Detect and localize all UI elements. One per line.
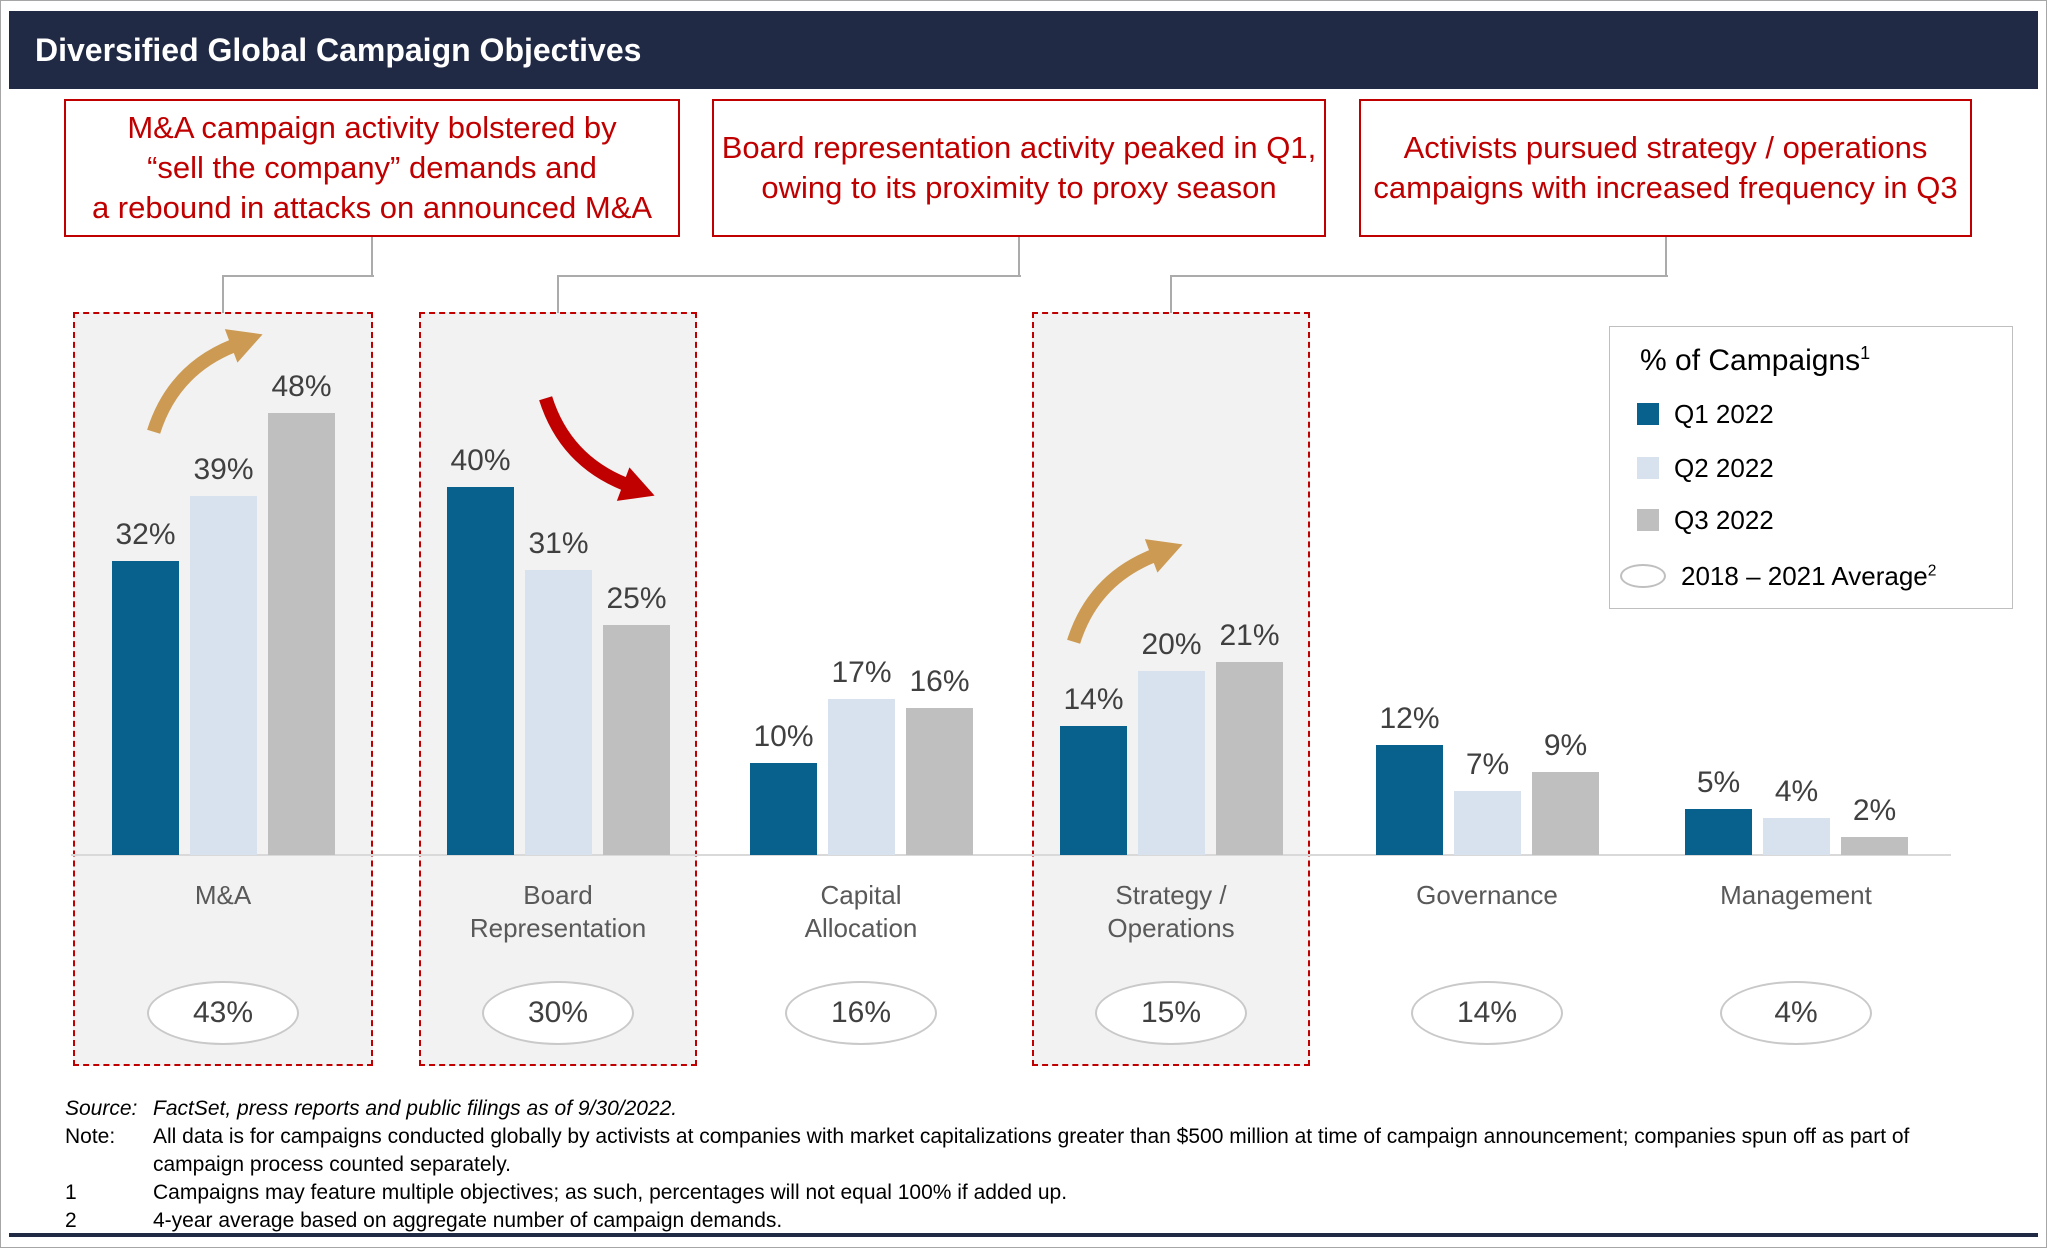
average-oval: 4% bbox=[1720, 981, 1872, 1045]
connector-line bbox=[222, 275, 224, 313]
footnote-label: 1 bbox=[65, 1181, 77, 1204]
bar-value-label: 7% bbox=[1465, 748, 1510, 781]
bar-value-label: 21% bbox=[1219, 619, 1280, 652]
bar-capital-allocation-q3-2022 bbox=[906, 708, 973, 855]
average-oval: 16% bbox=[785, 981, 937, 1045]
bar-board-representation-q1-2022 bbox=[447, 487, 514, 855]
connector-line bbox=[371, 237, 373, 277]
legend-item-q1-2022: Q1 2022 bbox=[1610, 391, 1774, 437]
x-axis-line bbox=[71, 854, 1951, 856]
bar-value-label: 5% bbox=[1696, 766, 1741, 799]
legend-item-label: Q2 2022 bbox=[1674, 452, 1774, 483]
average-ellipse-icon bbox=[1620, 564, 1666, 588]
bar-management-q1-2022 bbox=[1685, 809, 1752, 855]
bar-m-a-q2-2022 bbox=[190, 496, 257, 855]
footnote-note: Note: All data is for campaigns conducte… bbox=[65, 1123, 1995, 1179]
bar-value-label: 39% bbox=[193, 453, 254, 486]
connector-line bbox=[1018, 237, 1020, 277]
category-label: Board Representation bbox=[469, 880, 647, 943]
bar-board-representation-q3-2022 bbox=[603, 625, 670, 855]
bar-m-a-q1-2022 bbox=[112, 561, 179, 855]
bar-value-label: 12% bbox=[1379, 702, 1440, 735]
footnotes: Source: FactSet, press reports and publi… bbox=[65, 1095, 1995, 1235]
bar-value-label: 9% bbox=[1543, 729, 1588, 762]
callout-board-representation: Board representation activity peaked in … bbox=[712, 99, 1326, 237]
footnote-text: 4-year average based on aggregate number… bbox=[153, 1209, 783, 1232]
bar-strategy-operations-q2-2022 bbox=[1138, 671, 1205, 855]
connector-line bbox=[223, 275, 374, 277]
legend-item-label: Q3 2022 bbox=[1674, 504, 1774, 535]
average-oval: 15% bbox=[1095, 981, 1247, 1045]
bar-value-label: 40% bbox=[450, 444, 511, 477]
page-title: Diversified Global Campaign Objectives bbox=[9, 11, 2038, 89]
legend-swatch-q2-2022 bbox=[1637, 457, 1659, 479]
footnote-text: All data is for campaigns conducted glob… bbox=[153, 1125, 1910, 1176]
legend-item-label: 2018 – 2021 Average2 bbox=[1681, 560, 1937, 591]
connector-line bbox=[558, 275, 1021, 277]
bar-value-label: 2% bbox=[1852, 794, 1897, 827]
trend-arrow-up-strategy-operations bbox=[1067, 539, 1183, 644]
category-label: Management bbox=[1720, 880, 1872, 910]
bar-strategy-operations-q1-2022 bbox=[1060, 726, 1127, 855]
bar-value-label: 31% bbox=[528, 527, 589, 560]
connector-line bbox=[1171, 275, 1668, 277]
average-oval: 30% bbox=[482, 981, 634, 1045]
average-oval: 43% bbox=[147, 981, 299, 1045]
bar-value-label: 4% bbox=[1774, 775, 1819, 808]
footnote-source: Source: FactSet, press reports and publi… bbox=[65, 1095, 1995, 1123]
category-label: Strategy / Operations bbox=[1107, 880, 1235, 943]
bar-m-a-q3-2022 bbox=[268, 413, 335, 855]
average-oval: 14% bbox=[1411, 981, 1563, 1045]
bar-management-q2-2022 bbox=[1763, 818, 1830, 855]
legend-swatch-q3-2022 bbox=[1637, 509, 1659, 531]
bar-value-label: 48% bbox=[271, 370, 332, 403]
trend-arrow-down-board-representation bbox=[539, 396, 655, 501]
bar-strategy-operations-q3-2022 bbox=[1216, 662, 1283, 855]
legend-swatch-q1-2022 bbox=[1637, 403, 1659, 425]
bottom-rule bbox=[9, 1233, 2038, 1237]
legend-title: % of Campaigns1 bbox=[1640, 343, 1871, 377]
footnote-1: 1 Campaigns may feature multiple objecti… bbox=[65, 1179, 1995, 1207]
legend: % of Campaigns1 Q1 2022 Q2 2022 Q3 2022 … bbox=[1609, 326, 2013, 609]
footnote-label: Source: bbox=[65, 1097, 138, 1120]
connector-line bbox=[1170, 275, 1172, 313]
legend-item-label: Q1 2022 bbox=[1674, 398, 1774, 429]
bar-governance-q3-2022 bbox=[1532, 772, 1599, 855]
category-label: Capital Allocation bbox=[804, 880, 918, 943]
footnote-text: Campaigns may feature multiple objective… bbox=[153, 1181, 1068, 1204]
bar-value-label: 25% bbox=[606, 582, 667, 615]
connector-line bbox=[557, 275, 559, 313]
trend-arrow-up-m-a bbox=[147, 329, 263, 434]
legend-item-q3-2022: Q3 2022 bbox=[1610, 497, 1774, 543]
bar-management-q3-2022 bbox=[1841, 837, 1908, 855]
bar-value-label: 16% bbox=[909, 665, 970, 698]
bar-value-label: 32% bbox=[115, 518, 176, 551]
callout-strategy-operations: Activists pursued strategy / operations … bbox=[1359, 99, 1972, 237]
bar-capital-allocation-q2-2022 bbox=[828, 699, 895, 855]
category-label: M&A bbox=[194, 880, 252, 910]
callout-ma: M&A campaign activity bolstered by “sell… bbox=[64, 99, 680, 237]
category-label: Governance bbox=[1416, 880, 1558, 910]
bar-value-label: 17% bbox=[831, 656, 892, 689]
legend-average-superscript: 2 bbox=[1927, 561, 1937, 579]
legend-title-superscript: 1 bbox=[1860, 343, 1871, 363]
bar-value-label: 14% bbox=[1063, 683, 1124, 716]
bar-governance-q1-2022 bbox=[1376, 745, 1443, 855]
bar-capital-allocation-q1-2022 bbox=[750, 763, 817, 855]
footnote-label: Note: bbox=[65, 1125, 116, 1148]
connector-line bbox=[1665, 237, 1667, 277]
footnote-2: 2 4-year average based on aggregate numb… bbox=[65, 1207, 1995, 1235]
legend-item-q2-2022: Q2 2022 bbox=[1610, 445, 1774, 491]
footnote-label: 2 bbox=[65, 1209, 77, 1232]
bar-value-label: 10% bbox=[753, 720, 814, 753]
footnote-text: FactSet, press reports and public filing… bbox=[153, 1097, 678, 1120]
legend-item-2018-2021-average: 2018 – 2021 Average2 bbox=[1610, 553, 1936, 599]
bar-governance-q2-2022 bbox=[1454, 791, 1521, 855]
bar-board-representation-q2-2022 bbox=[525, 570, 592, 855]
bar-value-label: 20% bbox=[1141, 628, 1202, 661]
